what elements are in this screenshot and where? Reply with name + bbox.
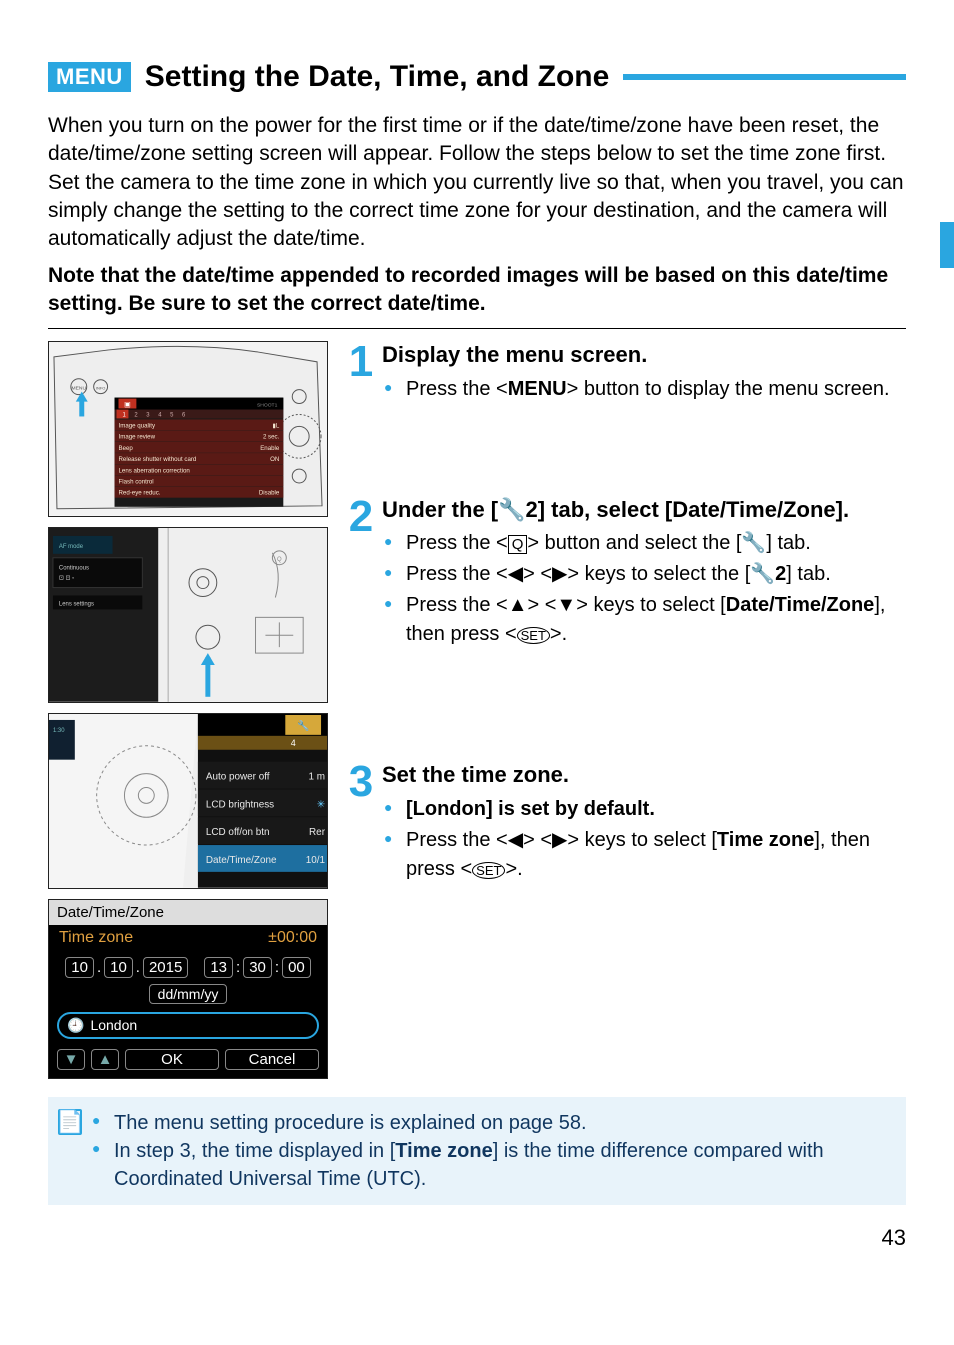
svg-text:Q: Q (277, 557, 282, 563)
svg-text:INFO: INFO (96, 386, 105, 391)
heading-rule (623, 74, 906, 80)
step-2: 2Under the [🔧2] tab, select [Date/Time/Z… (346, 496, 906, 652)
bullet-item: [London] is set by default. (382, 795, 906, 824)
step-1: 1Display the menu screen. Press the <MENU… (346, 341, 906, 406)
svg-text:Beep: Beep (119, 445, 134, 452)
svg-text:10/1: 10/1 (306, 855, 326, 866)
svg-text:AF mode: AF mode (59, 544, 84, 550)
svg-text:Auto power off: Auto power off (206, 771, 270, 782)
svg-text:1:30: 1:30 (53, 728, 65, 734)
note-box: 📄 The menu setting procedure is explaine… (48, 1097, 906, 1205)
svg-text:Rer: Rer (309, 827, 326, 838)
svg-text:✳: ✳ (317, 799, 325, 810)
svg-text:2: 2 (134, 413, 137, 419)
svg-text:Disable: Disable (259, 490, 280, 497)
svg-text:ON: ON (270, 456, 279, 463)
dst-icon: 🕘 (67, 1017, 84, 1034)
svg-text:Image quality: Image quality (119, 423, 156, 430)
svg-text:▣: ▣ (124, 402, 131, 409)
bullet-item: Press the <MENU> button to display the m… (382, 375, 906, 404)
svg-text:Lens settings: Lens settings (59, 602, 94, 608)
heading-title: Setting the Date, Time, and Zone (145, 60, 610, 94)
figures-column: MENU INFO ▣ SHOOT1 (48, 341, 328, 1078)
intro-note: Note that the date/time appended to reco… (48, 262, 906, 319)
note-item: The menu setting procedure is explained … (92, 1109, 890, 1137)
bullet-item: Press the <◀> <▶> keys to select [Time z… (382, 826, 906, 884)
note-item: In step 3, the time displayed in [Time z… (92, 1137, 890, 1193)
svg-text:Lens aberration correction: Lens aberration correction (119, 468, 191, 475)
dtz-title: Date/Time/Zone (49, 900, 327, 925)
bullet-item: Press the <Q> button and select the [🔧] … (382, 529, 906, 558)
dtz-timezone-highlight: 🕘 London (57, 1012, 319, 1039)
step-title: Under the [🔧2] tab, select [Date/Time/Zo… (382, 496, 906, 524)
page-number: 43 (48, 1225, 906, 1251)
steps-column: 1Display the menu screen. Press the <MENU… (346, 341, 906, 1078)
svg-text:LCD brightness: LCD brightness (206, 799, 274, 810)
svg-text:Release shutter without card: Release shutter without card (119, 456, 197, 463)
svg-text:Flash control: Flash control (119, 479, 154, 486)
svg-text:Image review: Image review (119, 434, 156, 441)
intro-paragraph: When you turn on the power for the first… (48, 112, 906, 254)
dtz-buttons: ▼ ▲ OK Cancel (49, 1043, 327, 1078)
note-icon: 📄 (58, 1109, 82, 1135)
figure-4-datetime-panel: Date/Time/Zone Time zone ±00:00 10. 10. … (48, 899, 328, 1079)
svg-text:🔧: 🔧 (297, 719, 309, 732)
figure-3-settings-tab: 1:30 🔧 4 Auto power off 1 m LCD brightness… (48, 713, 328, 889)
step-bullets: Press the <Q> button and select the [🔧] … (382, 529, 906, 649)
menu-badge: MENU (48, 62, 131, 92)
svg-text:LCD off/on btn: LCD off/on btn (206, 827, 270, 838)
svg-text:SHOOT1: SHOOT1 (257, 403, 278, 409)
cancel-button[interactable]: Cancel (225, 1049, 319, 1070)
edge-thumb-tab (940, 222, 954, 268)
bullet-item: Press the <◀> <▶> keys to select the [🔧2… (382, 560, 906, 589)
svg-text:Date/Time/Zone: Date/Time/Zone (206, 855, 277, 866)
bullet-item: Press the <▲> <▼> keys to select [Date/T… (382, 591, 906, 649)
step-bullets: Press the <MENU> button to display the m… (382, 375, 906, 404)
down-button[interactable]: ▼ (57, 1049, 85, 1070)
notes-list: The menu setting procedure is explained … (92, 1109, 890, 1193)
dtz-datetime-row: 10. 10. 2015 13: 30: 00 (49, 951, 327, 984)
step-title: Display the menu screen. (382, 341, 906, 369)
step-number: 1 (346, 341, 376, 406)
svg-text:Enable: Enable (260, 445, 280, 452)
svg-text:MENU: MENU (71, 386, 86, 392)
svg-text:⊡ ⊡ ▫: ⊡ ⊡ ▫ (59, 576, 74, 582)
step-number: 3 (346, 761, 376, 886)
svg-text:Red-eye reduc.: Red-eye reduc. (119, 490, 161, 497)
ok-button[interactable]: OK (125, 1049, 219, 1070)
separator (48, 328, 906, 329)
step-number: 2 (346, 496, 376, 652)
step-3: 3Set the time zone. [London] is set by de… (346, 761, 906, 886)
up-button[interactable]: ▲ (91, 1049, 119, 1070)
svg-text:1 m: 1 m (308, 771, 325, 782)
figure-2-camera-closeup: AF mode Continuous ⊡ ⊡ ▫ Lens settings Q (48, 527, 328, 703)
dtz-timezone-row: Time zone ±00:00 (49, 925, 327, 951)
figure-1-camera-menu: MENU INFO ▣ SHOOT1 (48, 341, 328, 517)
svg-text:4: 4 (291, 738, 296, 748)
step-title: Set the time zone. (382, 761, 906, 789)
svg-text:2 sec.: 2 sec. (263, 434, 280, 441)
dtz-format: dd/mm/yy (49, 984, 327, 1008)
step-bullets: [London] is set by default.Press the <◀>… (382, 795, 906, 884)
svg-text:▮L: ▮L (273, 423, 280, 430)
svg-text:Continuous: Continuous (59, 566, 89, 572)
page-heading: MENU Setting the Date, Time, and Zone (48, 60, 906, 94)
